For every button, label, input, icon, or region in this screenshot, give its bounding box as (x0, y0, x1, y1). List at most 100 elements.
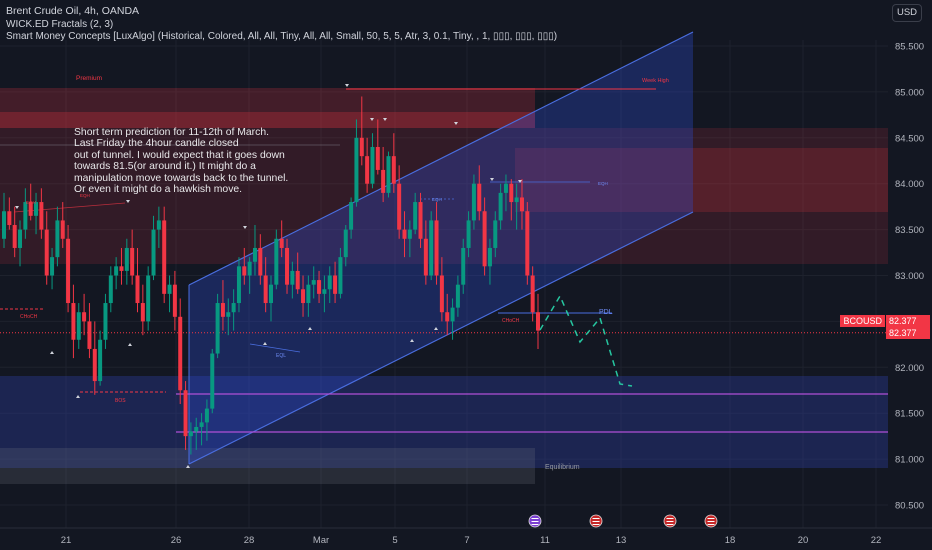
candle-body (60, 220, 65, 239)
candle-body (7, 211, 12, 226)
us-flag-icon-stripe (666, 521, 674, 522)
candle-body (178, 316, 183, 391)
candle-body (108, 275, 113, 304)
indicator-fractals[interactable]: WICK.ED Fractals (2, 3) (6, 19, 114, 30)
candle-body (338, 257, 343, 294)
y-tick-label: 80.500 (895, 501, 924, 512)
candle-body (114, 266, 119, 276)
candle-body (359, 137, 364, 157)
fractal-marker (518, 180, 522, 183)
label-pdl: PDL (599, 309, 613, 316)
fractal-marker (50, 351, 54, 354)
candle-body (333, 275, 338, 294)
candle-body (407, 229, 412, 239)
candle-body (50, 257, 55, 276)
candle-body (365, 156, 370, 184)
projection-path (539, 294, 633, 387)
candle-body (434, 220, 439, 276)
premium-zone (0, 88, 535, 128)
y-tick-label: 82.000 (895, 363, 924, 374)
candle-body (199, 422, 204, 427)
supply-zone (0, 128, 888, 264)
candle-body (455, 284, 460, 308)
fractal-marker (76, 395, 80, 398)
x-tick-label: 22 (871, 535, 882, 546)
fractal-marker (434, 327, 438, 330)
candle-body (162, 220, 167, 294)
price-axis-bg (888, 0, 932, 550)
candle-body (503, 183, 508, 193)
fractal-marker (128, 343, 132, 346)
label-week-high: Week High (642, 78, 669, 84)
candle-body (76, 312, 81, 340)
candle-body (2, 211, 6, 239)
candle-body (236, 266, 241, 304)
x-tick-label: 20 (798, 535, 809, 546)
candle-body (172, 284, 177, 317)
candle-body (311, 280, 316, 285)
label-choch-left: CHoCH (20, 314, 38, 320)
candle-body (530, 275, 535, 313)
candle-body (354, 137, 359, 203)
x-tick-label: 26 (171, 535, 182, 546)
candle-body (343, 229, 348, 258)
candle-body (146, 275, 151, 322)
candle-body (263, 275, 268, 304)
x-tick-label: 11 (540, 535, 550, 546)
candle-body (386, 156, 391, 193)
y-tick-label: 83.000 (895, 271, 924, 282)
candle-body (493, 220, 498, 248)
candle-body (370, 146, 375, 184)
candle-body (119, 266, 124, 271)
us-flag-icon-stripe (666, 524, 674, 525)
fractal-marker (345, 84, 349, 87)
x-tick-label: 18 (725, 535, 736, 546)
premium-zone-inner (0, 112, 535, 128)
candle-body (295, 270, 300, 290)
x-tick-label: 7 (464, 535, 469, 546)
currency-button[interactable]: USD (892, 4, 922, 22)
y-tick-label: 85.500 (895, 42, 924, 53)
candle-body (252, 247, 257, 262)
indicator-smc[interactable]: Smart Money Concepts [LuxAlgo] (Historic… (6, 31, 558, 42)
fractal-marker (454, 122, 458, 125)
discount-zone (0, 376, 888, 468)
candle-body (445, 312, 450, 322)
x-tick-label: 5 (392, 535, 397, 546)
candle-body (12, 225, 17, 248)
us-flag-icon-stripe (592, 524, 600, 525)
candle-body (274, 238, 279, 285)
candle-body (487, 247, 492, 267)
candle-body (242, 266, 247, 276)
candle-body (135, 275, 140, 304)
x-tick-label: 13 (616, 535, 627, 546)
candle-body (279, 238, 284, 248)
candle-body (226, 312, 231, 317)
candle-body (210, 353, 215, 409)
candle-body (34, 202, 39, 216)
us-flag-icon-stripe (666, 518, 674, 519)
candle-body (423, 238, 428, 276)
us-flag-icon-stripe (707, 524, 715, 525)
us-flag-icon-stripe (707, 521, 715, 522)
us-flag-icon-stripe (592, 521, 600, 522)
candle-body (183, 390, 188, 437)
label-eqh-right: EQH (598, 181, 608, 186)
candle-body (215, 303, 220, 354)
price-channel (189, 32, 693, 464)
candle-body (413, 202, 418, 230)
label-eqh-mid: EQH (432, 197, 442, 202)
candle-body (92, 348, 97, 382)
eql-line (249, 343, 301, 353)
candle-body (317, 280, 322, 294)
candle-body (402, 229, 407, 239)
x-tick-label: 28 (244, 535, 255, 546)
candle-body (258, 247, 263, 276)
candle-body (327, 275, 332, 290)
candle-body (375, 146, 380, 170)
candle-body (525, 211, 530, 276)
candle-body (429, 220, 434, 276)
symbol-price-tag: BCOUSD (840, 315, 885, 327)
candle-body (124, 247, 129, 271)
